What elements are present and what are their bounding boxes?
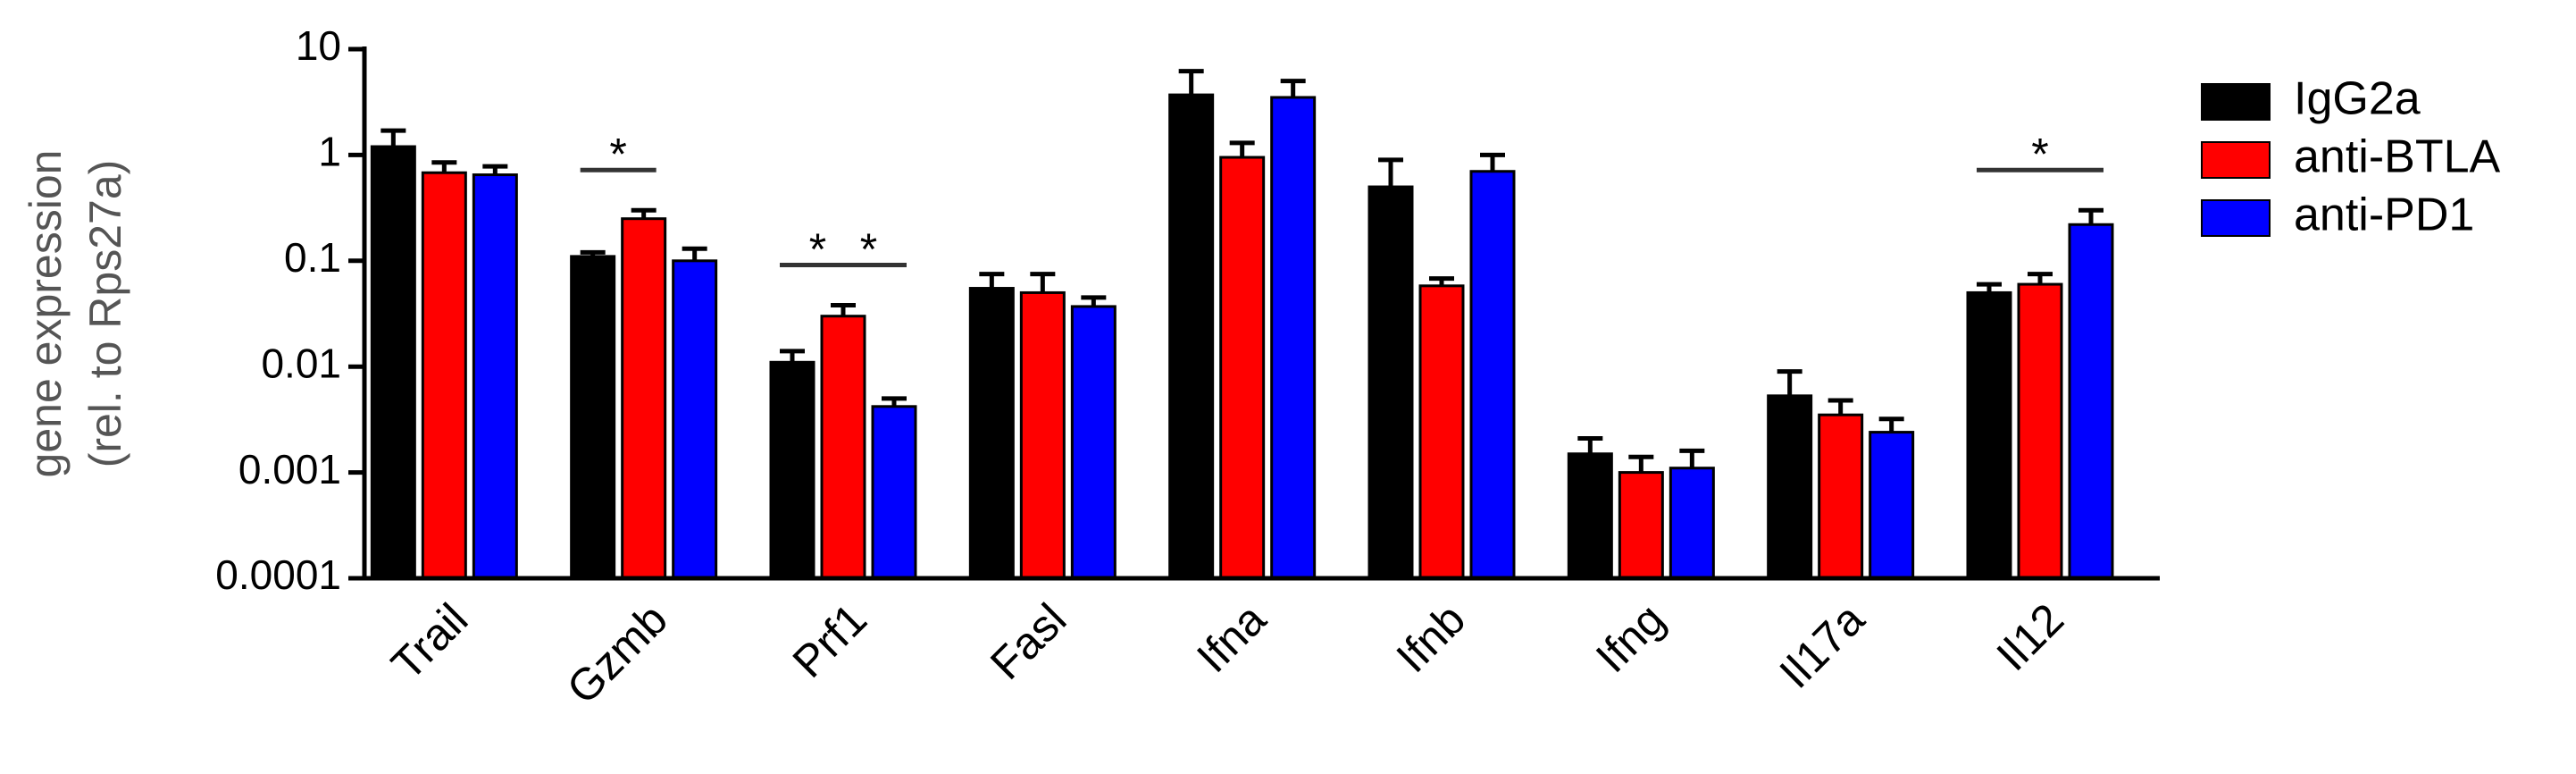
x-tick-label: Il17a	[1770, 593, 1874, 697]
y-tick-label: 0.1	[284, 234, 341, 281]
y-tick-label: 0.001	[238, 446, 341, 492]
y-tick-label: 1	[318, 129, 341, 175]
bar	[621, 217, 667, 580]
bar	[769, 360, 815, 580]
legend-label: anti-PD1	[2294, 189, 2474, 241]
x-tick-label: Ifnb	[1387, 594, 1476, 683]
bar	[370, 145, 416, 580]
bar	[1966, 290, 2012, 580]
legend-swatch	[2201, 141, 2271, 179]
bar	[1767, 394, 1813, 580]
bar	[421, 171, 467, 580]
bar	[570, 255, 616, 580]
x-tick-label: Ifng	[1586, 594, 1675, 683]
y-tick-label: 0.0001	[215, 551, 341, 598]
x-tick-label: Trail	[381, 594, 477, 690]
bar	[1618, 471, 1664, 580]
significance-mark: *	[609, 130, 626, 180]
significance-mark: *	[860, 224, 877, 274]
bar	[1869, 431, 1915, 580]
bar	[1367, 185, 1414, 580]
bar	[820, 315, 866, 580]
bar	[1070, 305, 1117, 580]
bar	[2068, 223, 2114, 580]
bar	[1818, 413, 1864, 580]
bar	[1270, 96, 1317, 580]
bar	[1418, 284, 1465, 580]
legend-label: anti-BTLA	[2294, 131, 2501, 183]
x-tick-label: Fasl	[981, 594, 1075, 689]
bar	[472, 173, 518, 580]
legend-swatch	[2201, 199, 2271, 237]
y-axis-label: (rel. to Rps27a)	[80, 160, 130, 468]
bar	[1019, 290, 1066, 580]
y-axis-label: gene expression	[21, 150, 71, 478]
x-tick-label: Gzmb	[557, 594, 677, 714]
bar	[1669, 467, 1715, 580]
significance-mark: *	[2031, 130, 2048, 180]
bar	[1469, 170, 1516, 580]
legend-label: IgG2a	[2294, 73, 2421, 125]
y-tick-label: 10	[296, 22, 341, 69]
bar	[968, 287, 1015, 580]
bar	[672, 259, 718, 580]
bar	[2017, 282, 2063, 580]
x-tick-label: Ifna	[1187, 593, 1275, 682]
y-tick-label: 0.01	[261, 340, 341, 386]
bar	[871, 405, 917, 580]
bar	[1567, 452, 1613, 580]
x-tick-label: Prf1	[783, 594, 876, 687]
bar	[1168, 93, 1215, 580]
bar	[1219, 156, 1266, 580]
legend-swatch	[2201, 83, 2271, 121]
x-tick-label: Il12	[1987, 594, 2074, 681]
significance-mark: *	[809, 224, 826, 274]
